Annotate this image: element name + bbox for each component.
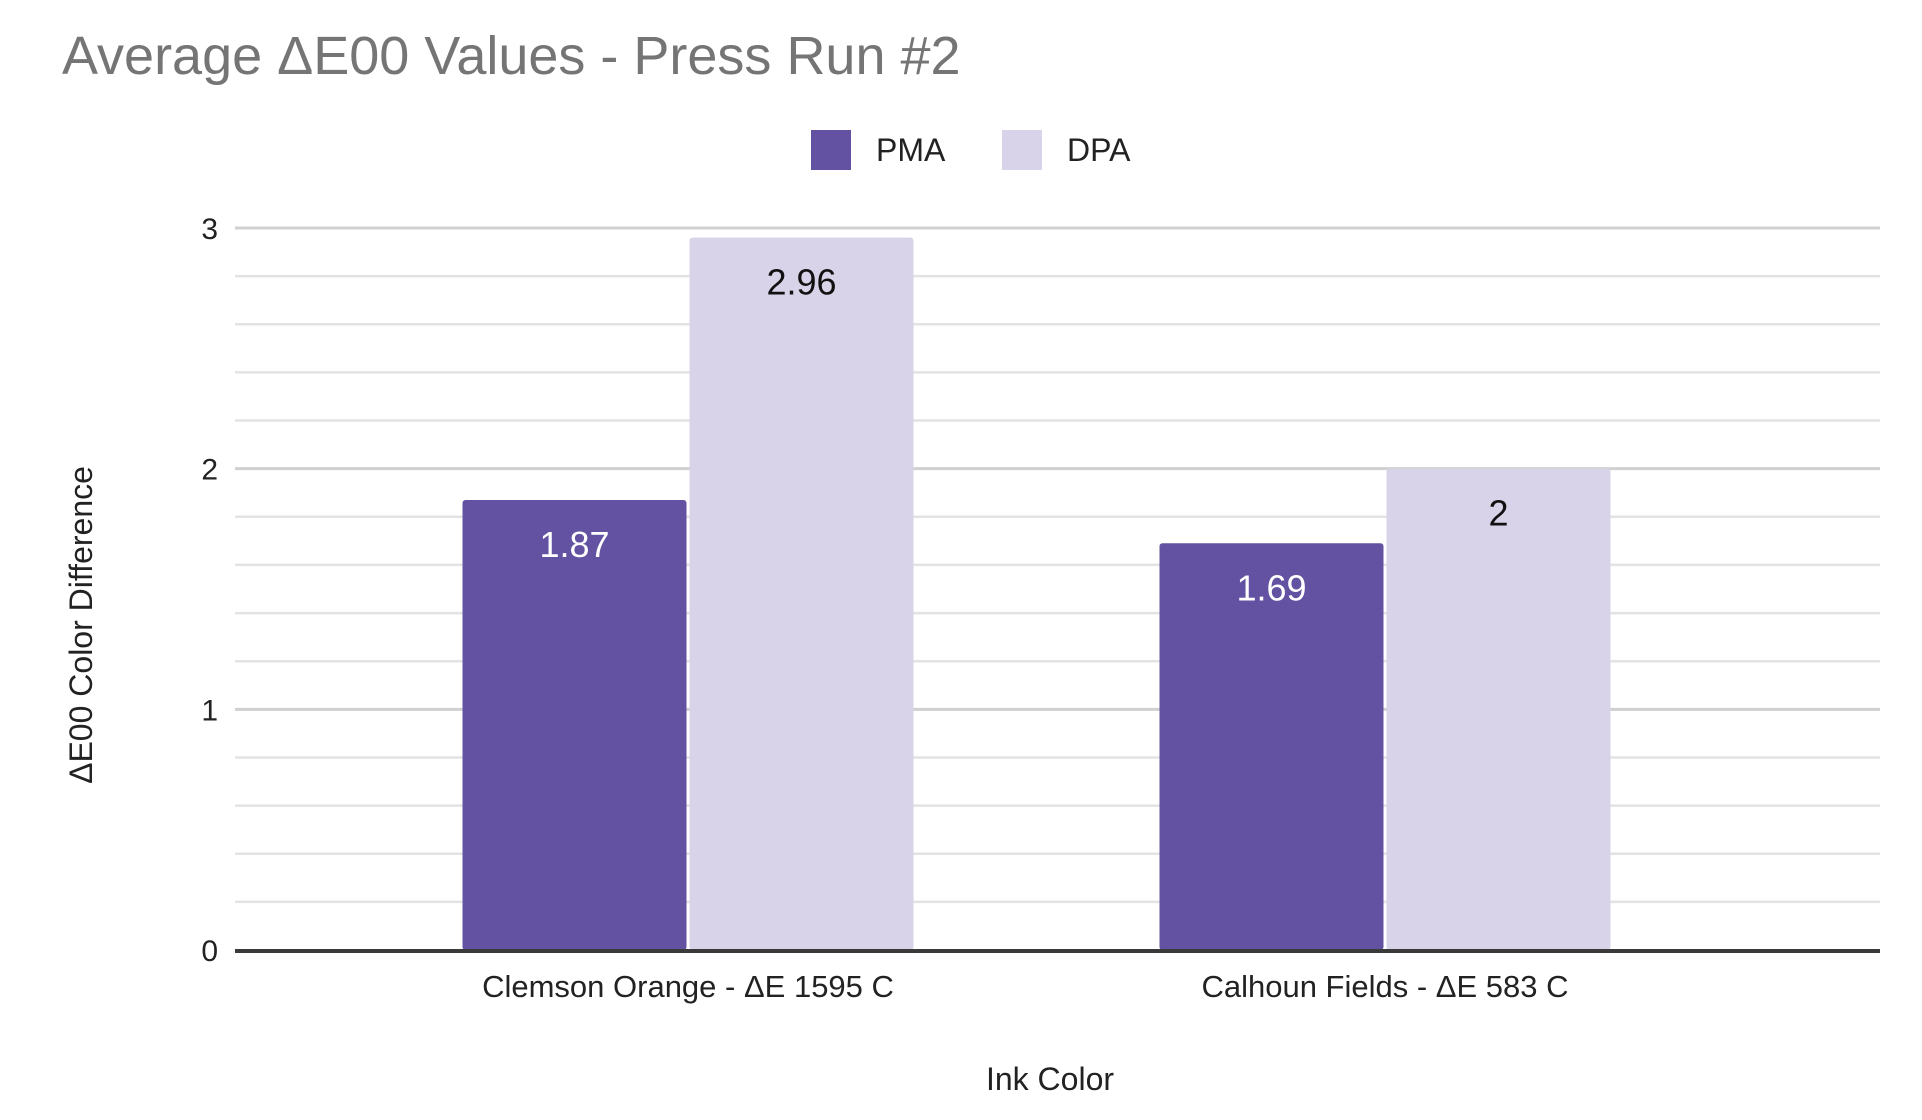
- bars: [462, 237, 1611, 951]
- y-tick-label: 1: [201, 694, 218, 727]
- y-tick-label: 0: [201, 935, 218, 968]
- bar-pma: [462, 499, 687, 950]
- bar-dpa: [1386, 468, 1611, 950]
- bar-dpa: [689, 237, 914, 951]
- data-label: 2: [1488, 493, 1508, 534]
- legend: PMA DPA: [811, 130, 1131, 170]
- bar-pma: [1159, 543, 1384, 950]
- x-category-label: Clemson Orange - ΔE 1595 C: [482, 969, 894, 1004]
- y-tick-label: 3: [201, 213, 218, 246]
- y-tick-label: 2: [201, 454, 218, 487]
- y-axis-title: ΔE00 Color Difference: [63, 466, 99, 784]
- y-axis-ticks: 0 1 2 3: [201, 213, 218, 968]
- x-axis-categories: Clemson Orange - ΔE 1595 C Calhoun Fields…: [482, 969, 1568, 1004]
- data-labels: 1.87 2.96 1.69 2: [539, 262, 1508, 609]
- data-label: 2.96: [766, 262, 836, 303]
- data-label: 1.87: [539, 524, 609, 565]
- legend-swatch-pma: [811, 130, 851, 170]
- chart-title: Average ΔE00 Values - Press Run #2: [62, 26, 961, 86]
- legend-swatch-dpa: [1002, 130, 1042, 170]
- x-axis-title: Ink Color: [986, 1061, 1114, 1097]
- legend-label-pma: PMA: [876, 132, 946, 168]
- data-label: 1.69: [1236, 567, 1306, 608]
- x-category-label: Calhoun Fields - ΔE 583 C: [1201, 969, 1568, 1004]
- legend-label-dpa: DPA: [1067, 132, 1131, 168]
